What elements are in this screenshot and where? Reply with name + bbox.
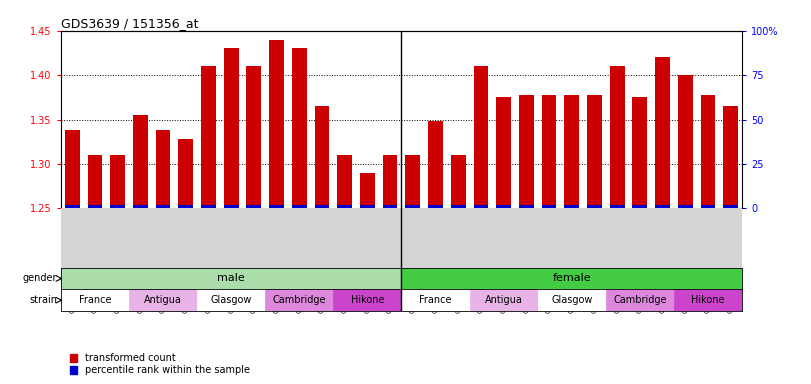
Bar [519,205,534,209]
Bar [133,115,148,209]
Bar [428,121,443,209]
Bar [428,205,443,209]
Text: Hikone: Hikone [691,295,725,305]
Bar [88,205,102,209]
Bar [197,289,265,311]
Text: Cambridge: Cambridge [613,295,667,305]
Bar [678,75,693,209]
Bar [610,205,624,209]
Bar [723,205,738,209]
Text: France: France [419,295,452,305]
Bar [587,205,602,209]
Bar [542,95,556,209]
Bar [129,289,197,311]
Bar [564,205,579,209]
Bar [269,40,284,209]
Bar [247,66,261,209]
Bar [655,57,670,209]
Bar [337,205,352,209]
Bar [674,289,742,311]
Bar [383,155,397,209]
Bar [65,130,79,209]
Text: France: France [79,295,111,305]
Text: female: female [552,273,591,283]
Legend: transformed count, percentile rank within the sample: transformed count, percentile rank withi… [66,349,254,379]
Bar [383,205,397,209]
Bar [156,205,170,209]
Bar [201,205,216,209]
Bar [451,205,466,209]
Bar [201,66,216,209]
Bar [265,289,333,311]
Bar [292,48,307,209]
Bar [496,205,511,209]
Bar [406,205,420,209]
Bar [61,268,401,289]
Text: GDS3639 / 151356_at: GDS3639 / 151356_at [61,17,199,30]
Bar [655,205,670,209]
Text: male: male [217,273,245,283]
Bar [470,289,538,311]
Bar [678,205,693,209]
Bar [401,268,742,289]
Text: Glasgow: Glasgow [551,295,593,305]
Bar [360,173,375,209]
Bar [110,205,125,209]
Bar [474,66,488,209]
Bar [337,155,352,209]
Bar [247,205,261,209]
Bar [564,95,579,209]
Bar [633,98,647,209]
Bar [133,205,148,209]
Text: Antigua: Antigua [144,295,182,305]
Bar [315,205,329,209]
Bar [178,205,193,209]
Bar [315,106,329,209]
Bar [633,205,647,209]
Bar [474,205,488,209]
Text: gender: gender [23,273,58,283]
Bar [88,155,102,209]
Bar [224,48,238,209]
Bar [701,205,715,209]
Bar [406,155,420,209]
Bar [269,205,284,209]
Bar [360,205,375,209]
Bar [542,205,556,209]
Bar [538,289,606,311]
Bar [496,98,511,209]
Bar [110,155,125,209]
Bar [701,95,715,209]
Bar [333,289,401,311]
Text: Hikone: Hikone [350,295,384,305]
Bar [65,205,79,209]
Text: Glasgow: Glasgow [210,295,252,305]
Bar [401,289,470,311]
Bar [61,289,129,311]
Bar [178,139,193,209]
Bar [292,205,307,209]
Bar [606,289,674,311]
Text: Cambridge: Cambridge [272,295,326,305]
Bar [610,66,624,209]
Bar [224,205,238,209]
Bar [587,95,602,209]
Text: Antigua: Antigua [485,295,522,305]
Bar [156,130,170,209]
Text: strain: strain [29,295,58,305]
Bar [519,95,534,209]
Bar [451,155,466,209]
Bar [723,106,738,209]
